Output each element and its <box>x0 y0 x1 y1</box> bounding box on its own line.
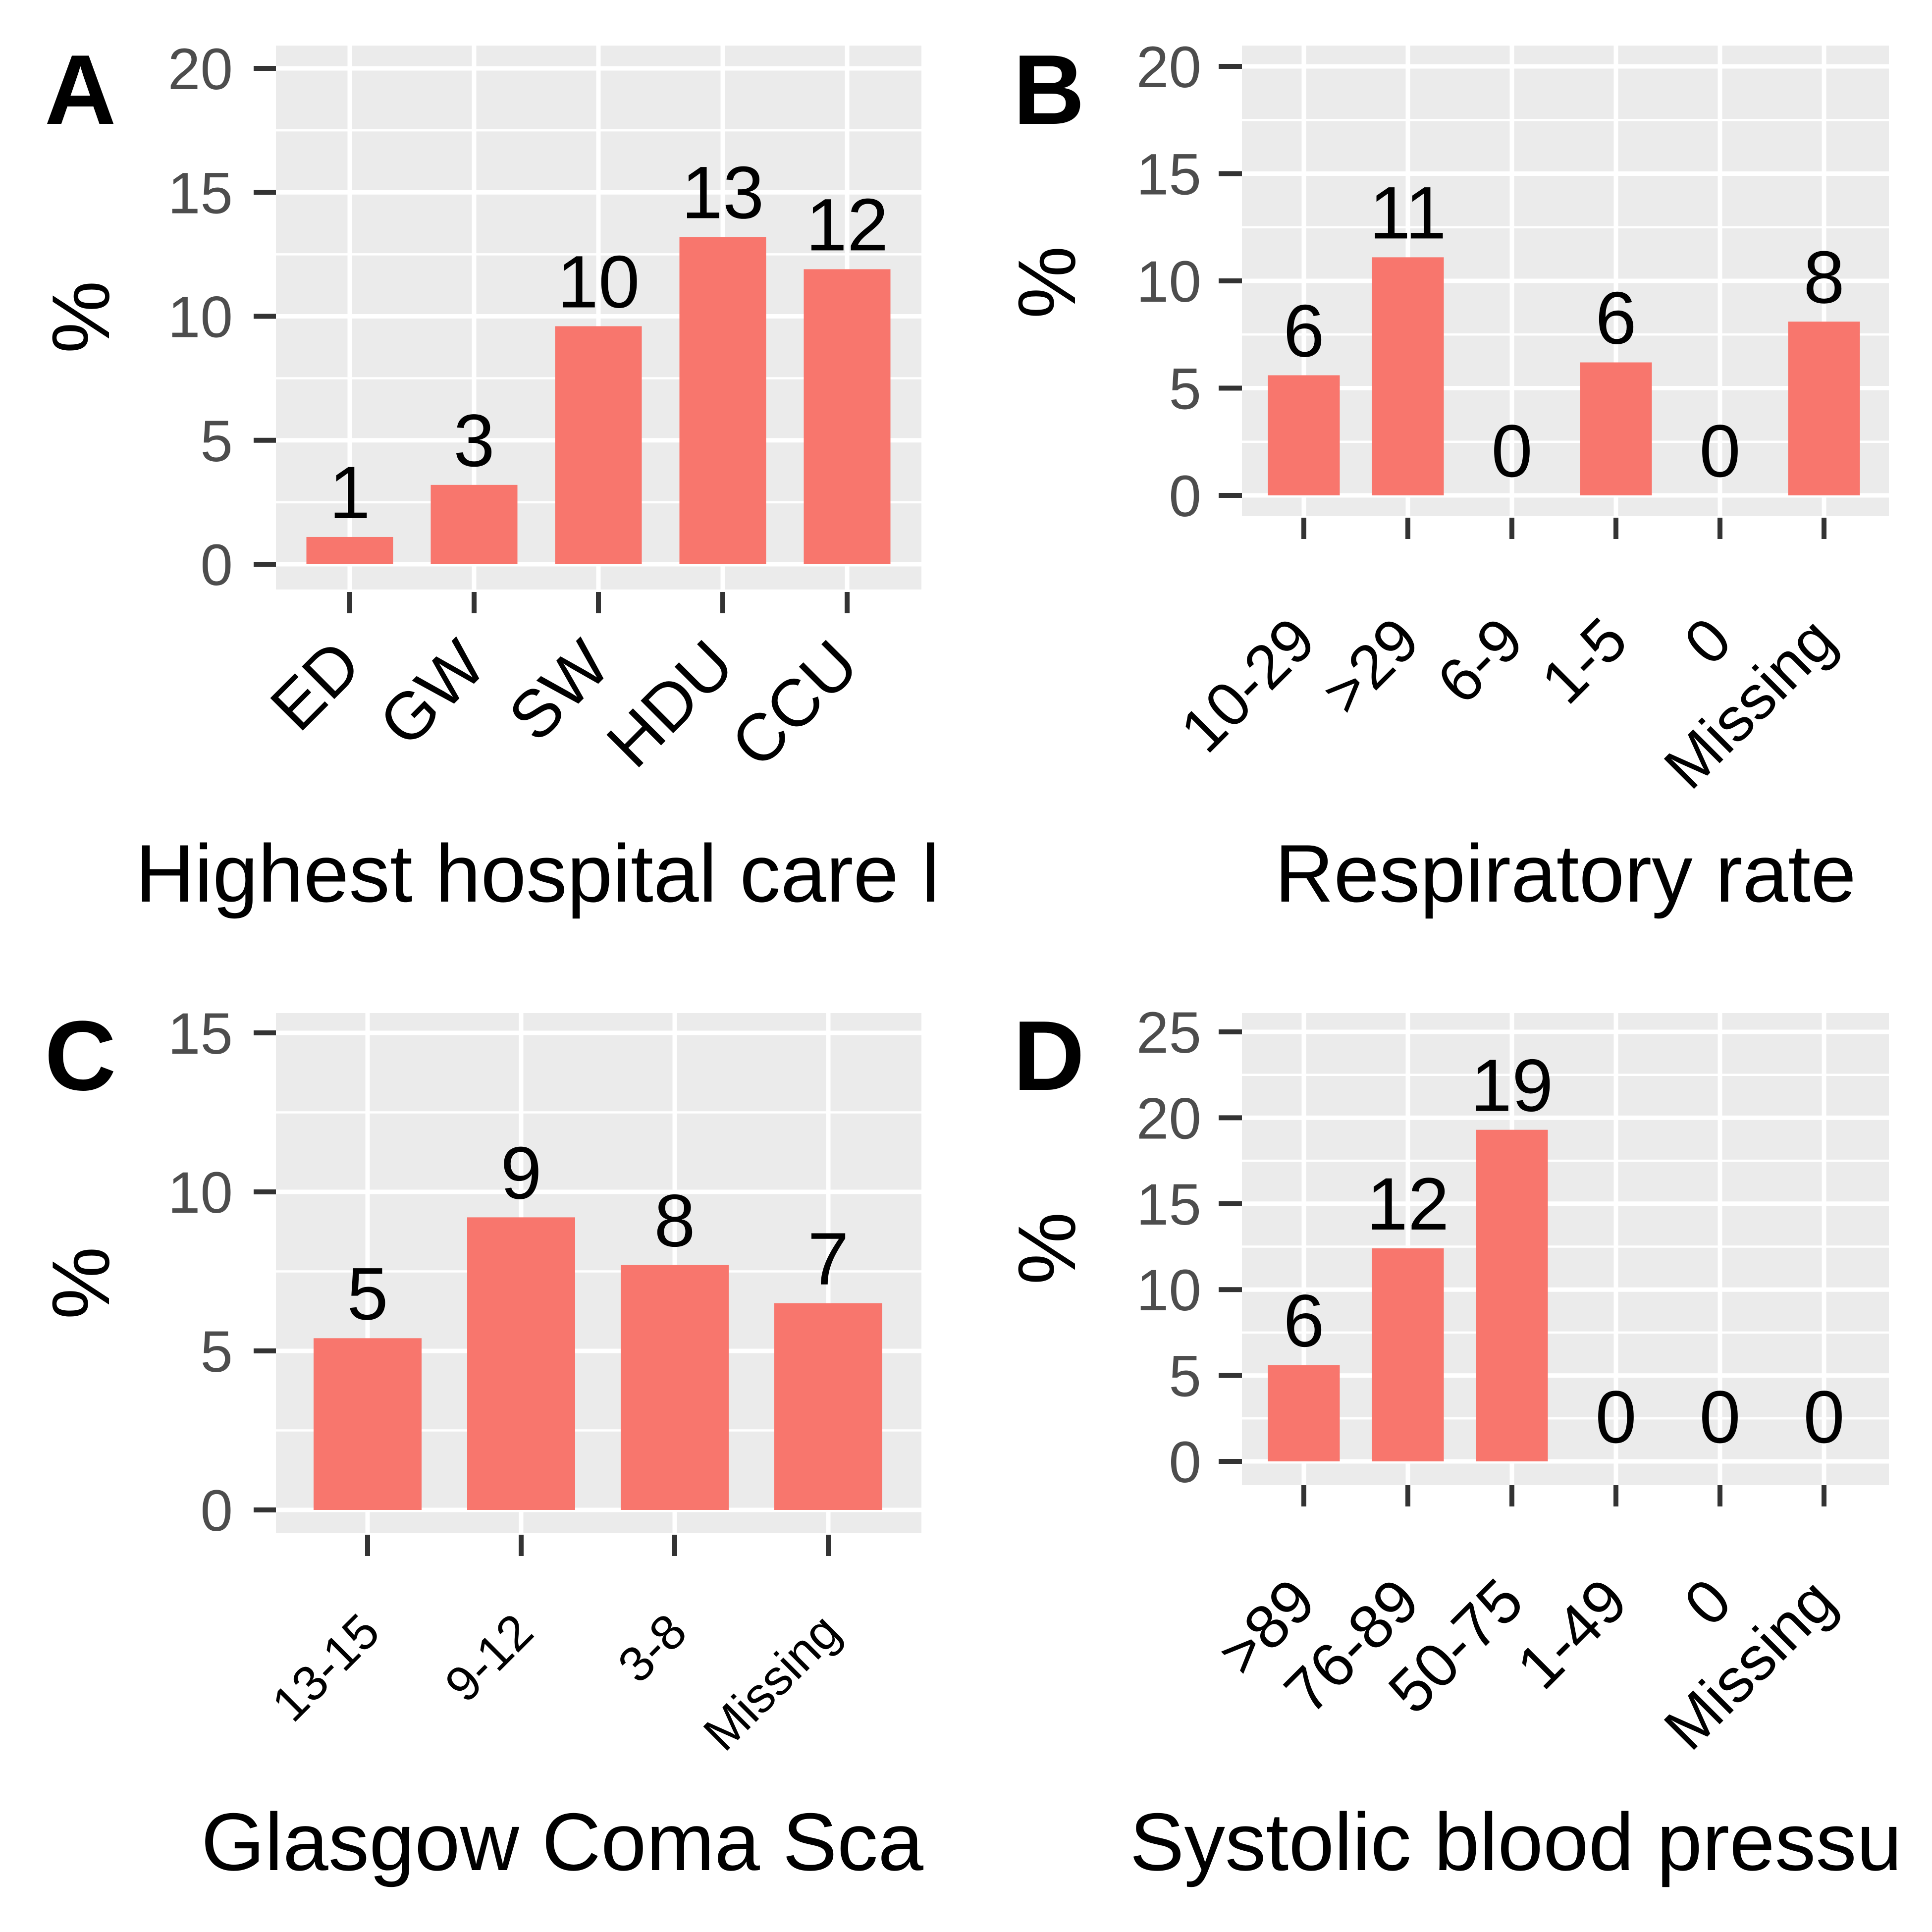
bar-value-label: 9 <box>500 1131 541 1214</box>
y-tick-label: 10 <box>168 1160 233 1226</box>
x-tick-label: CCU <box>717 626 872 782</box>
bar-value-label: 1 <box>329 451 370 534</box>
panel-letter: D <box>1013 1001 1084 1111</box>
x-axis-title: Systolic blood pressu <box>1129 1796 1902 1887</box>
x-axis-title: Glasgow Coma Sca <box>201 1796 923 1887</box>
y-tick-label: 0 <box>200 533 233 598</box>
y-tick-label: 20 <box>1136 1086 1201 1151</box>
x-tick-label: 1-5 <box>1528 605 1640 717</box>
bar <box>1268 1365 1340 1461</box>
bar <box>679 237 766 565</box>
panel-b: 05101520610-2911>2906-961-5008MissingB%R… <box>1001 35 1889 919</box>
bar-value-label: 0 <box>1699 1375 1740 1458</box>
y-axis-title: % <box>35 281 126 354</box>
x-axis-title: Highest hospital care l <box>135 828 939 919</box>
bar-value-label: 0 <box>1491 409 1532 492</box>
panel-letter: C <box>45 1001 116 1111</box>
bar-value-label: 0 <box>1803 1375 1844 1458</box>
x-tick-label: 3-8 <box>607 1603 697 1693</box>
y-tick-label: 5 <box>1169 357 1201 422</box>
bar-value-label: 7 <box>807 1217 849 1300</box>
y-tick-label: 10 <box>1136 249 1201 315</box>
bar-value-label: 8 <box>654 1179 695 1262</box>
y-tick-label: 0 <box>1169 464 1201 529</box>
y-tick-label: 15 <box>1136 1172 1201 1237</box>
bar-value-label: 5 <box>347 1252 388 1335</box>
bar <box>774 1303 882 1510</box>
y-tick-label: 10 <box>1136 1258 1201 1323</box>
bar-value-label: 19 <box>1471 1044 1554 1127</box>
y-tick-label: 20 <box>1136 35 1201 100</box>
y-tick-label: 5 <box>200 409 233 474</box>
y-tick-label: 0 <box>200 1478 233 1544</box>
bar <box>1268 375 1340 495</box>
y-tick-label: 15 <box>168 161 233 226</box>
bar-value-label: 3 <box>453 399 494 482</box>
y-tick-label: 15 <box>168 1001 233 1067</box>
x-tick-label: >29 <box>1309 605 1432 728</box>
bar-value-label: 0 <box>1595 1375 1636 1458</box>
y-tick-label: 25 <box>1136 1000 1201 1066</box>
y-axis-title: % <box>35 1247 126 1320</box>
x-tick-label: Missing <box>693 1603 851 1761</box>
bar <box>1580 362 1652 495</box>
x-tick-label: 9-12 <box>434 1603 544 1713</box>
y-tick-label: 10 <box>168 285 233 350</box>
y-tick-label: 15 <box>1136 142 1201 208</box>
bar <box>1372 1248 1444 1461</box>
x-tick-label: 13-15 <box>262 1603 390 1732</box>
y-tick-label: 20 <box>168 37 233 102</box>
bar-value-label: 10 <box>557 240 640 323</box>
x-tick-label: 0 <box>1671 1566 1744 1639</box>
x-tick-label: 10-29 <box>1168 605 1328 765</box>
panel-c: 0 5 10 15 5 13-15 9 9-12 8 3-8 7 Missing C% Glasgow C… <box>35 1001 923 1887</box>
y-tick-label: 0 <box>1169 1430 1201 1495</box>
bar <box>314 1338 422 1510</box>
panel-d: 05101520256>891276-891950-7501-49000Miss… <box>1001 1000 1902 1887</box>
bar-value-label: 11 <box>1369 171 1447 254</box>
bar-value-label: 12 <box>1367 1162 1449 1245</box>
bar-value-label: 13 <box>682 151 764 234</box>
bar <box>1476 1129 1548 1461</box>
x-tick-label: 0 <box>1671 605 1744 678</box>
bar <box>1788 322 1860 495</box>
bar <box>621 1265 729 1510</box>
bar-value-label: 6 <box>1595 276 1636 360</box>
bar <box>1372 257 1444 495</box>
bar-value-label: 0 <box>1699 409 1740 492</box>
bar <box>555 326 642 564</box>
y-tick-label: 5 <box>200 1319 233 1385</box>
x-tick-label: HDU <box>592 626 748 782</box>
bar-value-label: 6 <box>1283 289 1324 373</box>
x-tick-label: 6-9 <box>1424 605 1536 717</box>
panel-letter: B <box>1013 35 1084 145</box>
bar <box>804 269 891 564</box>
x-tick-label: ED <box>256 626 375 745</box>
x-tick-label: GW <box>365 626 499 760</box>
x-tick-label: 1-49 <box>1504 1566 1640 1702</box>
bar <box>306 537 393 564</box>
y-tick-label: 5 <box>1169 1344 1201 1409</box>
y-axis-title: % <box>1001 1212 1092 1285</box>
bar-value-label: 6 <box>1283 1279 1324 1362</box>
bar-value-label: 8 <box>1803 235 1844 319</box>
plot-background <box>1242 1013 1889 1485</box>
bar-value-label: 12 <box>806 183 889 266</box>
y-axis-title: % <box>1001 246 1092 319</box>
x-axis-title: Respiratory rate <box>1275 828 1856 919</box>
bar <box>430 484 518 564</box>
bar <box>467 1217 575 1510</box>
panel-letter: A <box>45 35 116 145</box>
